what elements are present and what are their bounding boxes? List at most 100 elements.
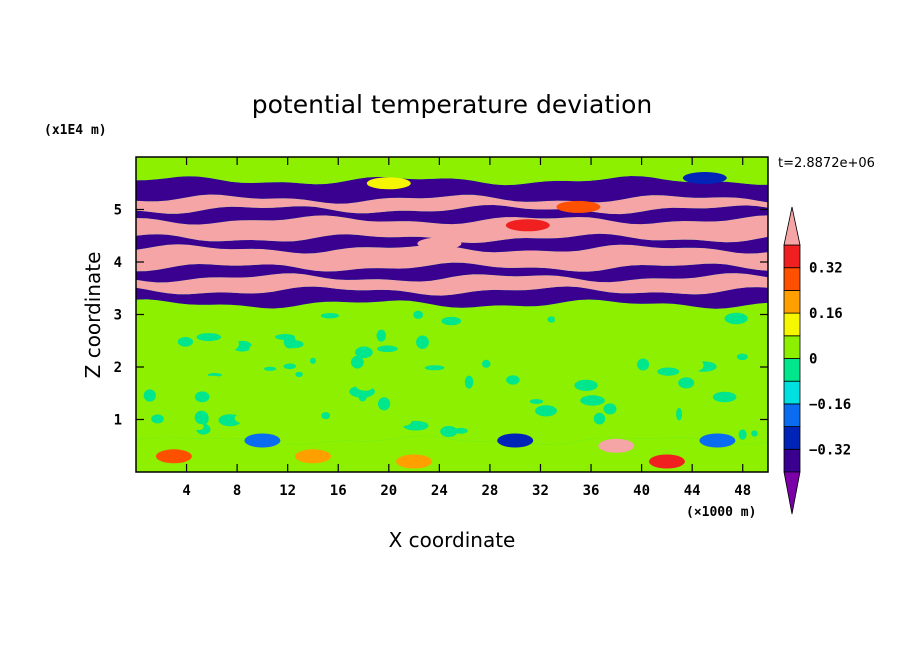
colorbar-label: 0.32	[809, 261, 843, 277]
contour-patch	[333, 352, 341, 363]
contour-patch	[682, 388, 694, 395]
contour-patch	[496, 349, 513, 355]
contour-patch	[283, 328, 293, 333]
contour-patch	[556, 200, 601, 213]
contour-patch	[268, 353, 277, 361]
colorbar-label: 0.16	[809, 306, 843, 322]
colorbar-segment	[783, 335, 801, 359]
contour-patch	[295, 331, 307, 342]
y-tick-label: 1	[114, 413, 122, 429]
contour-patch	[345, 419, 365, 425]
contour-patch	[751, 430, 758, 437]
contour-patch	[513, 415, 525, 425]
contour-patch	[378, 397, 391, 411]
contour-patch	[712, 391, 737, 403]
contour-patch	[283, 363, 297, 370]
contour-band	[136, 176, 768, 204]
x-tick-label: 32	[532, 483, 549, 499]
contour-patch	[464, 375, 474, 389]
contour-patch	[292, 380, 309, 389]
contour-band	[136, 194, 768, 215]
contour-patch	[424, 365, 445, 371]
contour-patch	[678, 377, 695, 389]
contour-patch	[737, 372, 762, 383]
contour-patch	[321, 412, 331, 420]
x-tick-label: 28	[481, 483, 498, 499]
contour-patch	[327, 399, 345, 410]
contour-patch	[547, 316, 556, 323]
contour-patch	[738, 429, 747, 440]
contour-patch	[234, 413, 257, 424]
contour-patch	[295, 449, 331, 464]
colorbar-segment	[783, 358, 801, 382]
colorbar-max-arrow	[783, 206, 801, 246]
contour-band	[136, 262, 768, 283]
contour-patch	[497, 433, 534, 448]
contour-patch	[320, 313, 339, 319]
contour-patch	[399, 352, 411, 361]
contour-patch	[682, 172, 727, 184]
contour-patch	[676, 408, 683, 421]
contour-patch	[702, 409, 713, 419]
x-tick-label: 36	[583, 483, 600, 499]
colorbar-segment	[783, 244, 801, 269]
contour-patch	[448, 349, 458, 362]
contour-patch	[649, 375, 665, 382]
contour-patch	[489, 331, 515, 345]
contour-patch	[358, 400, 371, 413]
x-axis-label: X coordinate	[389, 528, 516, 552]
colorbar-segment	[783, 380, 801, 405]
contour-band	[136, 157, 768, 186]
contour-patch	[311, 334, 331, 340]
x-tick-label: 16	[330, 483, 347, 499]
contour-patch	[482, 359, 491, 368]
colorbar-label: −0.32	[809, 442, 851, 458]
contour-patch	[396, 454, 433, 469]
contour-patch	[417, 237, 462, 250]
contour-patch	[699, 433, 736, 448]
contour-patch	[622, 306, 631, 315]
colorbar-min-arrow	[783, 471, 801, 515]
contour-patch	[295, 371, 303, 377]
contour-patch	[468, 425, 485, 432]
contour-patch	[535, 405, 557, 417]
x-tick-label: 12	[279, 483, 296, 499]
contour-patch	[276, 349, 300, 363]
contour-patch	[624, 333, 646, 345]
contour-patch	[505, 219, 550, 232]
time-label: t=2.8872e+06	[778, 156, 875, 171]
contour-patch	[351, 355, 364, 369]
contour-patch	[200, 375, 222, 381]
x-tick-label: 20	[380, 483, 397, 499]
contour-patch	[394, 415, 412, 426]
contour-patch	[506, 375, 520, 385]
contour-patch	[580, 395, 605, 406]
contour-patch	[143, 389, 156, 402]
contour-patch	[285, 340, 304, 349]
colorbar-segment	[783, 267, 801, 291]
contour-patch	[371, 420, 388, 428]
contour-patch	[312, 386, 324, 398]
contour-patch	[355, 346, 373, 359]
contour-patch	[724, 312, 748, 325]
contour-patch	[442, 361, 451, 368]
contour-patch	[648, 454, 685, 469]
contour-patch	[373, 314, 393, 328]
contour-patch	[682, 344, 696, 357]
contour-patch	[598, 438, 635, 453]
y-unit-label: (x1E4 m)	[44, 123, 107, 138]
contour-bands	[136, 157, 768, 472]
contour-patch	[249, 344, 262, 357]
x-tick-label: 24	[431, 483, 448, 499]
contour-patch	[196, 333, 221, 342]
colorbar-segment	[783, 289, 801, 314]
contour-patch	[453, 427, 468, 434]
contour-patch	[714, 421, 728, 427]
contour-patch	[529, 399, 544, 404]
contour-patch	[603, 403, 617, 415]
contour-patch	[221, 337, 239, 351]
contour-patch	[371, 413, 385, 420]
contour-patch	[355, 378, 375, 391]
